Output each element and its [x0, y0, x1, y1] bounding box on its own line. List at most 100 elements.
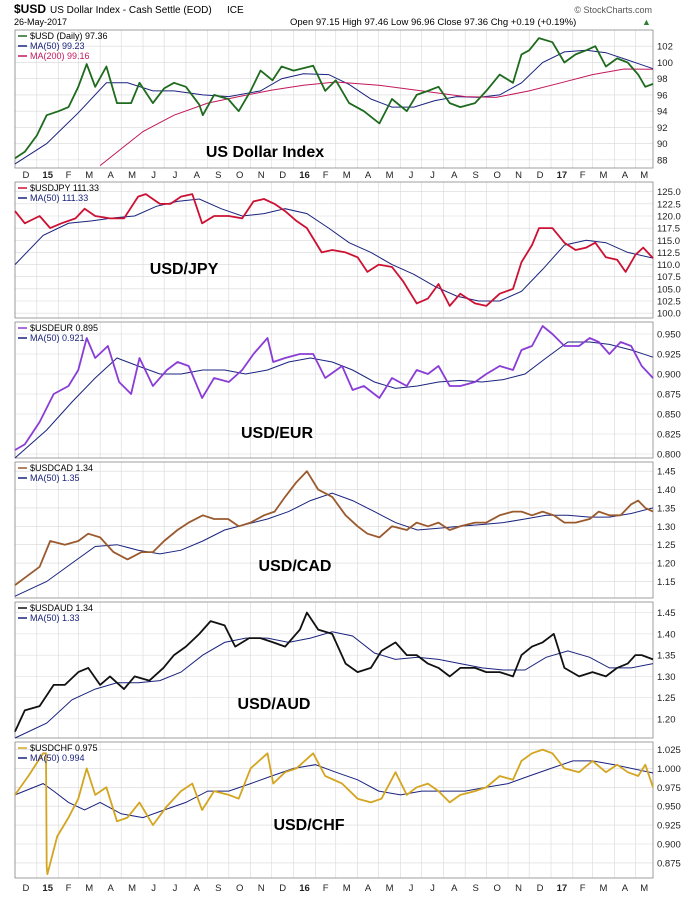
legend-label: $USDCAD 1.34 [30, 463, 93, 473]
x-tick-label: M [599, 170, 607, 181]
legend-label: MA(50) 0.921 [30, 333, 85, 343]
y-tick-label: 1.20 [657, 559, 676, 570]
x-tick-label: S [473, 170, 479, 181]
x-tick-label: M [343, 170, 351, 181]
x-tick-label: M [640, 883, 648, 894]
panel-title: USD/CAD [259, 558, 332, 575]
x-tick-label: N [258, 883, 265, 894]
y-tick-label: 0.900 [657, 370, 681, 381]
x-tick-label: A [451, 170, 458, 181]
y-tick-label: 102.5 [657, 297, 681, 308]
y-tick-label: 0.975 [657, 783, 681, 794]
y-tick-label: 0.925 [657, 821, 681, 832]
y-tick-label: 112.5 [657, 248, 680, 259]
x-tick-label: O [236, 170, 243, 181]
x-tick-label: A [108, 883, 115, 894]
x-tick-label: D [279, 883, 286, 894]
y-tick-label: 125.0 [657, 187, 681, 198]
legend-label: $USDJPY 111.33 [30, 183, 99, 193]
panel-title: US Dollar Index [206, 144, 324, 161]
x-tick-label: A [108, 170, 115, 181]
legend-label: MA(200) 99.16 [30, 51, 90, 61]
x-tick-label: N [258, 170, 265, 181]
header-exchange: ICE [227, 5, 244, 16]
y-tick-label: 115.0 [657, 236, 680, 247]
panel-frame [14, 321, 654, 459]
panel-title: USD/AUD [238, 696, 311, 713]
y-tick-label: 98 [657, 74, 668, 85]
y-tick-label: 100 [657, 58, 673, 69]
watermark: © StockCharts.com [574, 5, 652, 15]
panel-eur: 0.800 0.825 0.850 0.875 0.900 0.925 0.950 $USDE… [14, 321, 681, 461]
x-tick-label: O [494, 883, 501, 894]
x-tick-label: J [173, 170, 178, 181]
x-tick-label: N [515, 170, 522, 181]
x-tick-label: A [365, 883, 372, 894]
panel-frame [14, 29, 654, 169]
x-tick-label: M [386, 170, 394, 181]
ma50-line [14, 198, 654, 302]
legend-label: $USDEUR 0.895 [30, 323, 98, 333]
header-ohlc: Open 97.15 High 97.46 Low 96.96 Close 97… [290, 17, 576, 28]
x-tick-label: S [473, 883, 479, 894]
panel-frame [14, 741, 654, 879]
header-symbol: $USD [14, 2, 46, 16]
x-tick-label: D [22, 170, 29, 181]
x-tick-label: D [22, 883, 29, 894]
x-tick-label: N [515, 883, 522, 894]
y-tick-label: 0.825 [657, 430, 681, 441]
y-tick-label: 1.45 [657, 608, 676, 619]
x-tick-label: 17 [557, 170, 568, 181]
x-tick-label: J [430, 170, 435, 181]
x-tick-label: F [323, 170, 329, 181]
ma50-line [14, 49, 654, 165]
panel-title: USD/JPY [150, 261, 219, 278]
x-tick-label: J [430, 883, 435, 894]
x-tick-label: F [66, 170, 72, 181]
y-tick-label: 90 [657, 139, 668, 150]
jpy-price-line [14, 193, 654, 307]
y-tick-label: 1.45 [657, 467, 676, 478]
legend-label: MA(50) 99.23 [30, 41, 85, 51]
y-tick-label: 0.875 [657, 858, 681, 869]
x-tick-label: J [173, 883, 178, 894]
legend-label: MA(50) 111.33 [30, 193, 88, 203]
y-tick-label: 0.900 [657, 840, 681, 851]
legend-label: $USDCHF 0.975 [30, 743, 98, 753]
chf-price-line [14, 748, 654, 876]
change-arrow-icon: ▲ [642, 17, 651, 27]
y-tick-label: 122.5 [657, 199, 681, 210]
x-tick-label: F [580, 170, 586, 181]
x-tick-label: F [66, 883, 72, 894]
x-tick-label: O [494, 170, 501, 181]
panel-title: USD/EUR [241, 425, 313, 442]
chart-header: $USD US Dollar Index - Cash Settle (EOD)… [14, 2, 652, 28]
legend-label: $USDAUD 1.34 [30, 603, 93, 613]
y-tick-label: 0.850 [657, 410, 681, 421]
x-tick-label: A [622, 170, 629, 181]
y-tick-label: 0.875 [657, 390, 681, 401]
legend-label: MA(50) 1.33 [30, 613, 80, 623]
panel-cad: 1.15 1.20 1.25 1.30 1.35 1.40 1.45 $USDCAD 1.34… [14, 461, 676, 599]
y-tick-label: 1.30 [657, 672, 676, 683]
ma50-line [14, 760, 654, 819]
x-tick-label: 16 [299, 170, 310, 181]
y-tick-label: 1.15 [657, 577, 676, 588]
x-tick-label: 15 [42, 170, 53, 181]
y-tick-label: 0.950 [657, 330, 681, 341]
x-tick-label: S [215, 170, 221, 181]
y-tick-label: 102 [657, 42, 673, 53]
y-tick-label: 1.025 [657, 745, 681, 756]
x-tick-label: F [323, 883, 329, 894]
y-tick-label: 100.0 [657, 309, 681, 320]
y-tick-label: 1.40 [657, 485, 676, 496]
ma50-line [14, 492, 654, 597]
y-tick-label: 1.35 [657, 651, 676, 662]
panel-title: USD/CHF [273, 817, 344, 834]
x-tick-label: J [151, 170, 156, 181]
x-tick-label: D [279, 170, 286, 181]
y-tick-label: 0.800 [657, 450, 681, 461]
